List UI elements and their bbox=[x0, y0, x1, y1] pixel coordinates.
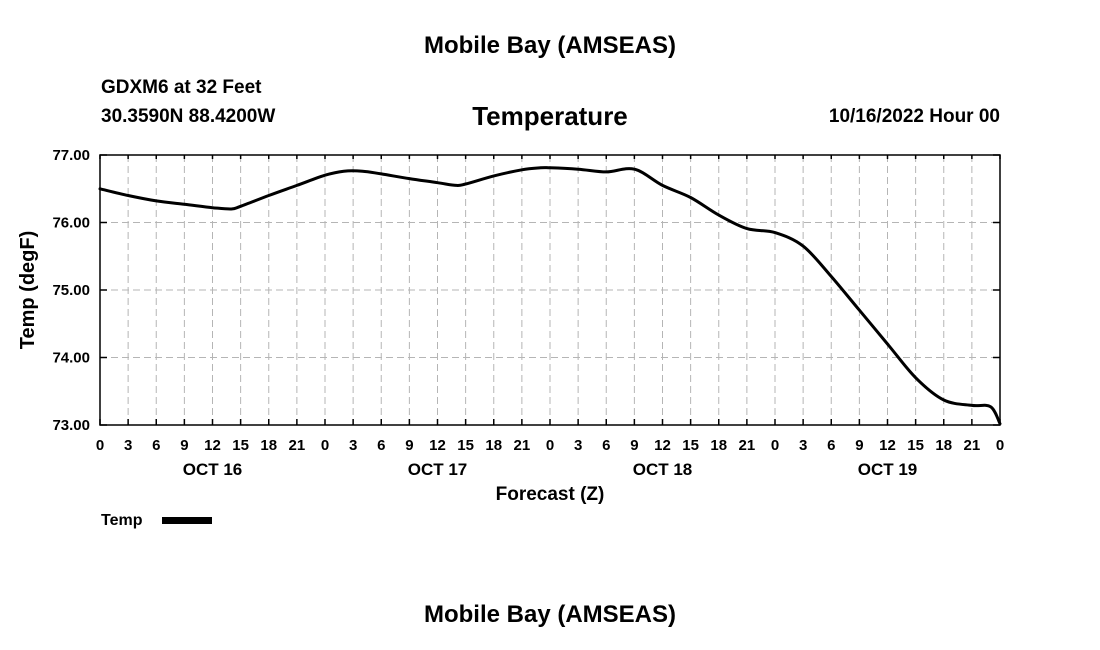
x-tick-label: 12 bbox=[654, 437, 671, 454]
page-title: Mobile Bay (AMSEAS) bbox=[423, 32, 677, 59]
x-tick-label: 0 bbox=[321, 437, 329, 454]
x-tick-label: 0 bbox=[96, 437, 104, 454]
x-tick-label: 0 bbox=[996, 437, 1004, 454]
forecast-time-label: 10/16/2022 Hour 00 bbox=[828, 106, 1000, 127]
axis-labels: 0 3 6 9 12 15 18 21 0 3 6 9 12 15 18 21 0 3 6 9 12 15 18 21 0 3 6 9… bbox=[52, 147, 1004, 479]
x-tick-label: 18 bbox=[710, 437, 727, 454]
x-tick-label: 18 bbox=[260, 437, 277, 454]
day-label: OCT 16 bbox=[183, 460, 243, 479]
x-tick-label: 9 bbox=[405, 437, 413, 454]
grid bbox=[100, 155, 1000, 425]
x-tick-label: 0 bbox=[771, 437, 779, 454]
x-tick-label: 6 bbox=[602, 437, 610, 454]
y-tick-label: 73.00 bbox=[52, 417, 90, 434]
y-tick-label: 75.00 bbox=[52, 282, 90, 299]
day-label: OCT 19 bbox=[858, 460, 918, 479]
x-tick-label: 12 bbox=[429, 437, 446, 454]
x-tick-label: 18 bbox=[485, 437, 502, 454]
x-tick-label: 12 bbox=[879, 437, 896, 454]
x-tick-label: 3 bbox=[124, 437, 132, 454]
x-tick-label: 15 bbox=[907, 437, 924, 454]
axis-ticks bbox=[99, 154, 1001, 426]
day-label: OCT 17 bbox=[408, 460, 468, 479]
y-axis-label: Temp (degF) bbox=[17, 231, 39, 350]
location-label: 30.3590N 88.4200W bbox=[101, 106, 276, 127]
x-tick-label: 21 bbox=[289, 437, 306, 454]
day-label: OCT 18 bbox=[633, 460, 693, 479]
y-tick-label: 77.00 bbox=[52, 147, 90, 164]
x-tick-label: 15 bbox=[682, 437, 699, 454]
x-tick-label: 9 bbox=[855, 437, 863, 454]
x-tick-label: 9 bbox=[180, 437, 188, 454]
x-tick-label: 3 bbox=[799, 437, 807, 454]
x-tick-label: 6 bbox=[152, 437, 160, 454]
x-tick-label: 0 bbox=[546, 437, 554, 454]
y-tick-label: 74.00 bbox=[52, 350, 90, 367]
station-label: GDXM6 at 32 Feet bbox=[101, 77, 262, 98]
temp-series-line bbox=[98, 166, 1002, 426]
x-tick-label: 15 bbox=[232, 437, 249, 454]
x-tick-label: 6 bbox=[827, 437, 835, 454]
x-tick-label: 9 bbox=[630, 437, 638, 454]
y-tick-label: 76.00 bbox=[52, 215, 90, 232]
chart-title: Temperature bbox=[472, 101, 628, 131]
x-tick-label: 21 bbox=[739, 437, 756, 454]
x-tick-label: 12 bbox=[204, 437, 221, 454]
x-tick-label: 3 bbox=[574, 437, 582, 454]
x-tick-label: 6 bbox=[377, 437, 385, 454]
x-tick-label: 21 bbox=[514, 437, 531, 454]
x-axis-label: Forecast (Z) bbox=[496, 484, 605, 505]
x-tick-label: 18 bbox=[935, 437, 952, 454]
legend-swatch bbox=[162, 517, 212, 524]
footer-title: Mobile Bay (AMSEAS) bbox=[423, 601, 677, 628]
x-tick-label: 21 bbox=[964, 437, 981, 454]
legend-label: Temp bbox=[101, 512, 143, 529]
x-tick-label: 15 bbox=[457, 437, 474, 454]
x-tick-label: 3 bbox=[349, 437, 357, 454]
